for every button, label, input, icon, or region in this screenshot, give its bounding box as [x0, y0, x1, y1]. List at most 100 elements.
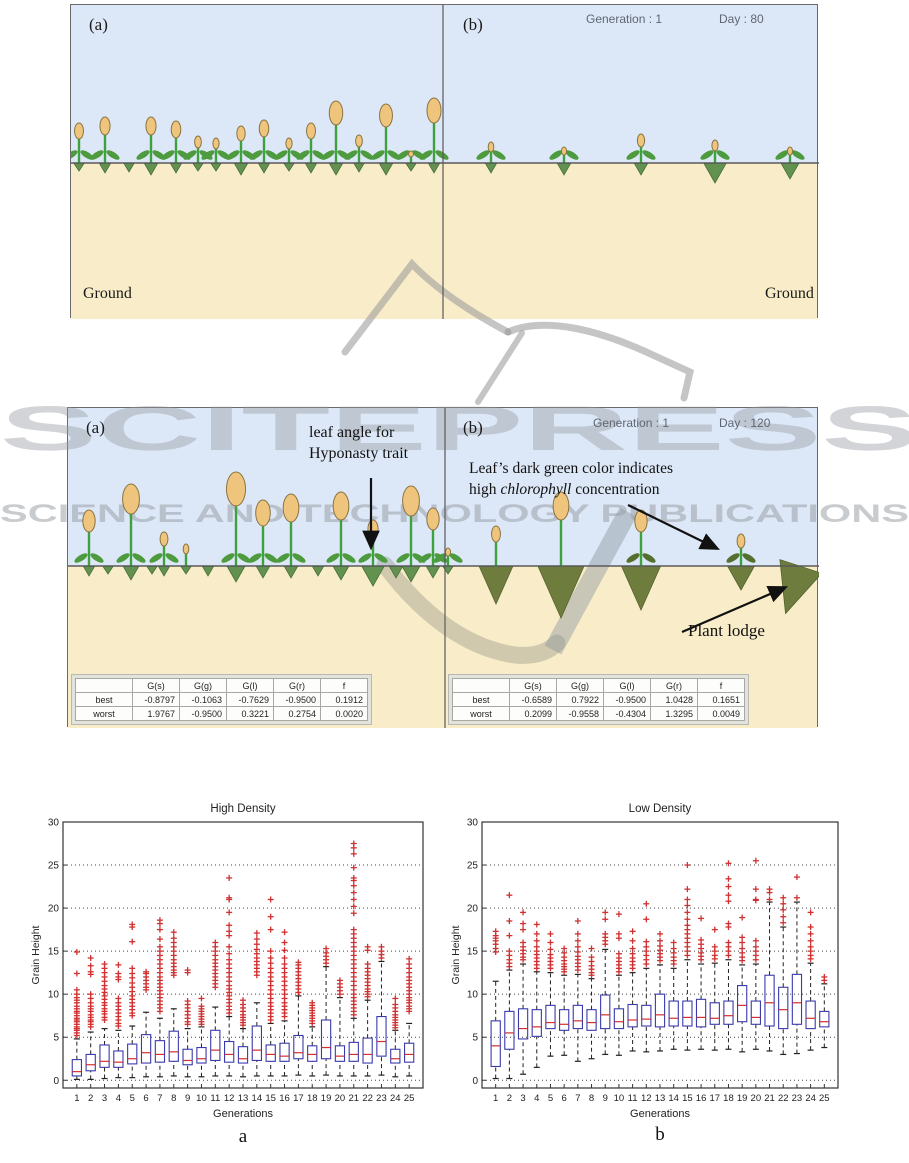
svg-text:Grain Height: Grain Height: [30, 925, 42, 984]
svg-text:5: 5: [472, 1033, 478, 1044]
svg-text:10: 10: [48, 990, 60, 1001]
svg-text:Generations: Generations: [213, 1108, 273, 1120]
table-row: worst 0.2099 -0.9558 -0.4304 1.3295 0.00…: [452, 706, 745, 721]
svg-text:8: 8: [171, 1093, 176, 1104]
panel-b-label: (b): [463, 418, 483, 437]
svg-text:19: 19: [737, 1093, 748, 1104]
svg-text:10: 10: [196, 1093, 207, 1104]
svg-text:Generations: Generations: [630, 1108, 690, 1120]
table-row: best -0.8797 -0.1063 -0.7629 -0.9500 0.1…: [75, 692, 368, 707]
simulation-figure-day120: (a) (b) Generation : 1 Day : 120 leaf an…: [67, 407, 819, 728]
svg-text:30: 30: [48, 818, 60, 829]
leaf-angle-annotation: leaf angle for Hyponasty trait: [309, 424, 409, 462]
panel-b-label: (b): [463, 15, 483, 34]
svg-text:22: 22: [362, 1093, 373, 1104]
table-row: best -0.6589 0.7922 -0.9500 1.0428 0.165…: [452, 692, 745, 707]
svg-text:6: 6: [143, 1093, 148, 1104]
svg-text:2: 2: [507, 1093, 512, 1104]
svg-text:11: 11: [210, 1093, 220, 1104]
svg-text:13: 13: [238, 1093, 249, 1104]
svg-text:24: 24: [805, 1093, 816, 1104]
svg-text:9: 9: [603, 1093, 608, 1104]
svg-text:5: 5: [548, 1093, 553, 1104]
svg-text:20: 20: [751, 1093, 762, 1104]
svg-text:20: 20: [335, 1093, 346, 1104]
svg-text:9: 9: [185, 1093, 190, 1104]
svg-text:30: 30: [467, 818, 479, 829]
svg-text:17: 17: [709, 1093, 720, 1104]
panel-a-label: (a): [89, 15, 108, 34]
day-counter: Day : 120: [719, 416, 771, 430]
generation-counter: Generation : 1: [586, 12, 663, 26]
svg-text:13: 13: [655, 1093, 666, 1104]
svg-text:10: 10: [614, 1093, 625, 1104]
svg-text:0: 0: [53, 1076, 59, 1087]
svg-text:21: 21: [348, 1093, 359, 1104]
panel-a-label: (a): [86, 418, 105, 437]
ground-label-left: Ground: [83, 285, 132, 302]
sky-background: [71, 5, 817, 163]
svg-text:10: 10: [467, 990, 479, 1001]
svg-text:2: 2: [88, 1093, 93, 1104]
subfigure-label-a: a: [238, 1126, 248, 1147]
fitness-table-b: G(s) G(g) G(l) G(r) f best -0.6589 0.792…: [448, 674, 749, 725]
svg-text:19: 19: [321, 1093, 332, 1104]
svg-text:4: 4: [534, 1093, 539, 1104]
svg-text:7: 7: [157, 1093, 162, 1104]
col-header: f: [320, 678, 368, 693]
svg-text:3: 3: [520, 1093, 525, 1104]
svg-text:22: 22: [778, 1093, 789, 1104]
col-header: G(r): [650, 678, 698, 693]
svg-text:12: 12: [224, 1093, 235, 1104]
svg-text:8: 8: [589, 1093, 594, 1104]
svg-text:16: 16: [696, 1093, 707, 1104]
svg-text:20: 20: [48, 904, 60, 915]
col-header: f: [697, 678, 745, 693]
svg-text:25: 25: [48, 861, 60, 872]
svg-text:5: 5: [130, 1093, 135, 1104]
svg-text:17: 17: [293, 1093, 304, 1104]
svg-text:20: 20: [467, 904, 479, 915]
svg-text:12: 12: [641, 1093, 652, 1104]
svg-text:24: 24: [390, 1093, 401, 1104]
col-header: G(l): [603, 678, 651, 693]
col-header: [75, 678, 133, 693]
svg-text:4: 4: [116, 1093, 121, 1104]
svg-text:21: 21: [764, 1093, 775, 1104]
svg-text:15: 15: [682, 1093, 693, 1104]
subfigure-label-b: b: [655, 1124, 665, 1145]
svg-text:6: 6: [562, 1093, 567, 1104]
sky-background: [68, 408, 817, 566]
fitness-table-a: G(s) G(g) G(l) G(r) f best -0.8797 -0.10…: [71, 674, 372, 725]
ground-background: [71, 163, 817, 319]
simulation-figure-day80: (a) (b) Generation : 1 Day : 80 Ground G…: [70, 4, 819, 319]
ground-label-right: Ground: [765, 285, 814, 302]
svg-text:25: 25: [467, 861, 479, 872]
svg-text:High Density: High Density: [210, 803, 275, 815]
col-header: G(s): [132, 678, 180, 693]
svg-text:23: 23: [376, 1093, 387, 1104]
svg-text:1: 1: [493, 1093, 498, 1104]
svg-text:15: 15: [265, 1093, 276, 1104]
col-header: G(g): [556, 678, 604, 693]
svg-text:14: 14: [252, 1093, 263, 1104]
svg-text:15: 15: [48, 947, 60, 958]
col-header: G(l): [226, 678, 274, 693]
svg-text:1: 1: [74, 1093, 79, 1104]
svg-text:5: 5: [53, 1033, 59, 1044]
svg-text:14: 14: [668, 1093, 679, 1104]
svg-text:0: 0: [472, 1076, 478, 1087]
col-header: [452, 678, 510, 693]
svg-text:7: 7: [575, 1093, 580, 1104]
svg-text:Low Density: Low Density: [629, 803, 692, 815]
day-counter: Day : 80: [719, 12, 764, 26]
svg-text:15: 15: [467, 947, 479, 958]
col-header: G(g): [179, 678, 227, 693]
svg-text:11: 11: [628, 1093, 638, 1104]
svg-text:18: 18: [307, 1093, 318, 1104]
col-header: G(r): [273, 678, 321, 693]
col-header: G(s): [509, 678, 557, 693]
